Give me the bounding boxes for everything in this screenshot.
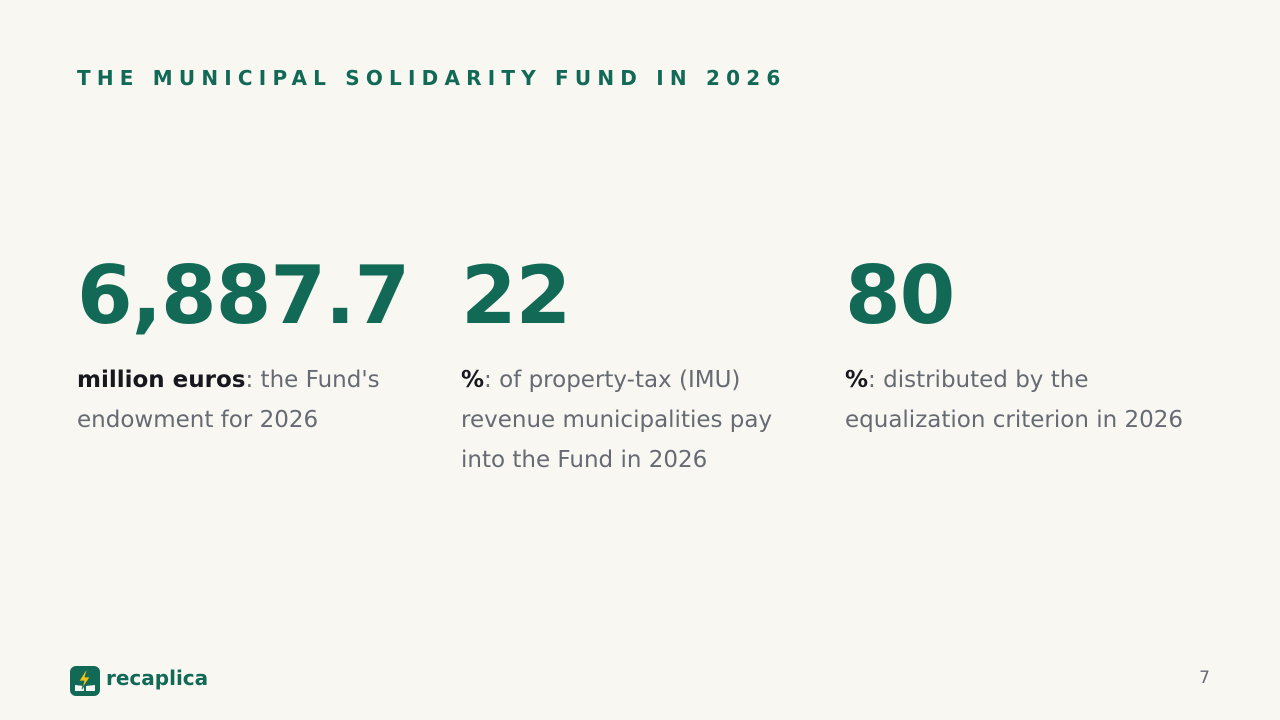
stat-description-text: : the Fund's endowment for 2026 xyxy=(77,367,380,433)
stat-value: 80 xyxy=(845,249,955,342)
stat-value: 22 xyxy=(461,249,571,342)
slide-title: THE MUNICIPAL SOLIDARITY FUND IN 2026 xyxy=(77,66,787,90)
stat-description: %: distributed by the equalization crite… xyxy=(845,360,1195,440)
page-number: 7 xyxy=(1199,668,1210,688)
lightning-book-icon xyxy=(70,666,100,696)
stat-value: 6,887.7 xyxy=(77,249,410,342)
brand-logo: recaplica xyxy=(70,666,208,696)
stat-description: %: of property-tax (IMU) revenue municip… xyxy=(461,360,811,480)
stat-description-text: : of property-tax (IMU) revenue municipa… xyxy=(461,367,773,473)
stat-unit: million euros xyxy=(77,367,246,393)
stat-block-endowment: 6,887.7 million euros: the Fund's endowm… xyxy=(77,248,427,440)
brand-name: recaplica xyxy=(106,666,209,690)
stat-unit: % xyxy=(461,367,485,393)
stat-unit: % xyxy=(845,367,869,393)
stat-block-imu-share: 22 %: of property-tax (IMU) revenue muni… xyxy=(461,248,811,480)
stat-description: million euros: the Fund's endowment for … xyxy=(77,360,427,440)
stat-block-equalization: 80 %: distributed by the equalization cr… xyxy=(845,248,1195,440)
stat-description-text: : distributed by the equalization criter… xyxy=(845,367,1184,433)
